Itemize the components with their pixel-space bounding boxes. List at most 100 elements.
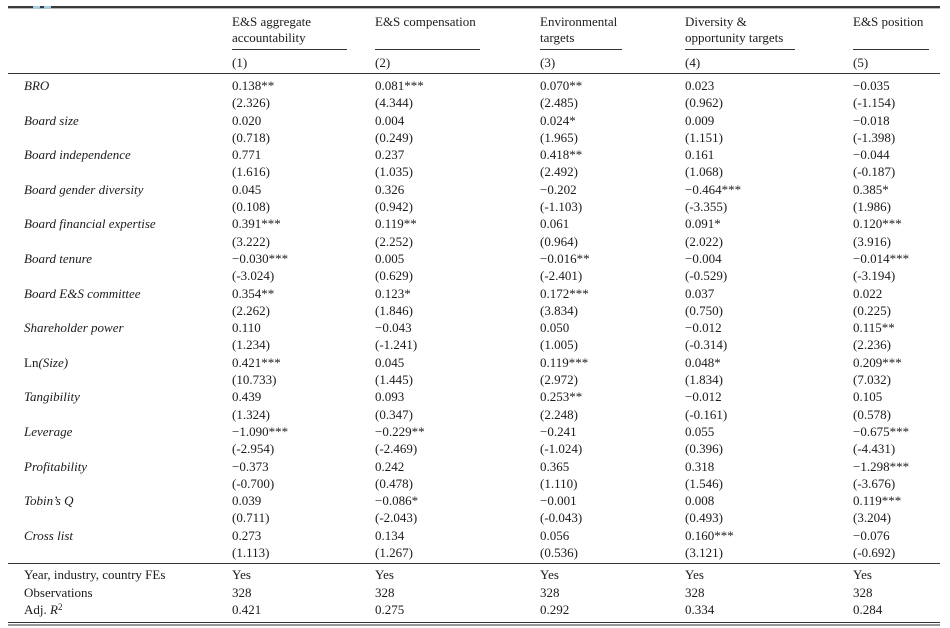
table-footer: Year, industry, country FEs Yes Yes Yes Yes Y… xyxy=(8,564,940,621)
coefficient-cell: −0.675*** xyxy=(853,423,910,439)
coefficient-cell: 0.138** xyxy=(232,78,275,93)
coefficient-cell: 0.091* xyxy=(685,216,721,232)
footer-row: Observations 328 328 328 328 328 xyxy=(8,584,940,601)
footer-value: Yes xyxy=(375,567,394,583)
header-row: E&S aggregate accountability E&S compensat… xyxy=(8,9,940,50)
tstat-cell: (-0.314) xyxy=(685,337,728,353)
coefficient-cell: −1.298*** xyxy=(853,458,910,474)
coefficient-cell: 0.771 xyxy=(232,147,262,163)
coefficient-cell: 0.050 xyxy=(540,320,570,336)
tstat-row: (10.733) (1.445) (2.972) (1.834) (7.032) xyxy=(8,371,940,388)
tstat-cell: (2.236) xyxy=(853,337,891,353)
table-body: BRO 0.138** 0.081*** 0.070** 0.023 −0.035 (2.3… xyxy=(8,74,940,563)
coefficient-cell: −0.241 xyxy=(540,423,577,439)
tstat-cell: (-3.194) xyxy=(853,268,896,284)
column-header-text: E&S position xyxy=(853,14,924,29)
footer-value: Yes xyxy=(540,567,559,583)
row-label-spacer xyxy=(8,336,232,353)
variable-row: Board tenure −0.030*** 0.005 −0.016** −0.004… xyxy=(8,250,940,267)
column-header: Diversity & opportunity targets xyxy=(685,9,853,50)
coefficient-cell: 0.056 xyxy=(540,527,570,543)
coefficient-cell: 0.273 xyxy=(232,527,262,543)
tstat-cell: (-3.676) xyxy=(853,475,896,491)
coefficient-cell: 0.009 xyxy=(685,112,715,128)
row-label-spacer xyxy=(8,371,232,388)
tstat-cell: (0.942) xyxy=(375,199,413,215)
tstat-cell: (3.916) xyxy=(853,233,891,249)
tstat-row: (0.711) (-2.043) (-0.043) (0.493) (3.204) xyxy=(8,509,940,526)
tstat-cell: (-0.187) xyxy=(853,164,896,180)
tstat-cell: (0.396) xyxy=(685,441,723,457)
row-label-spacer xyxy=(8,475,232,492)
row-label: Board independence xyxy=(8,146,232,163)
column-number: (3) xyxy=(540,55,556,70)
label-part: Board size xyxy=(24,112,79,128)
footer-value: Yes xyxy=(685,567,704,583)
footer-value: 328 xyxy=(540,584,560,600)
footer-value: 0.275 xyxy=(375,602,405,618)
label-part: Ln xyxy=(24,354,39,370)
coefficient-cell: 0.045 xyxy=(232,181,262,197)
coefficient-cell: 0.242 xyxy=(375,458,405,474)
label-part: Board gender diversity xyxy=(24,181,144,197)
column-header-underline xyxy=(853,49,929,50)
coefficient-cell: 0.391*** xyxy=(232,216,281,232)
column-header-text: E&S aggregate xyxy=(232,14,312,29)
tstat-cell: (7.032) xyxy=(853,372,891,388)
tstat-cell: (0.536) xyxy=(540,545,578,561)
row-label-spacer xyxy=(8,267,232,284)
tstat-cell: (0.711) xyxy=(232,510,270,526)
tstat-cell: (-0.043) xyxy=(540,510,583,526)
tstat-cell: (2.326) xyxy=(232,95,270,111)
coefficient-cell: 0.119*** xyxy=(540,354,589,370)
coefficient-cell: −0.229** xyxy=(375,423,425,439)
coefficient-cell: 0.123* xyxy=(375,285,411,301)
tstat-cell: (1.616) xyxy=(232,164,270,180)
coefficient-cell: 0.105 xyxy=(853,389,883,405)
coefficient-cell: 0.008 xyxy=(685,493,715,509)
column-header-underline xyxy=(232,49,347,50)
tstat-row: (0.108) (0.942) (-1.103) (-3.355) (1.986) xyxy=(8,198,940,215)
label-part: Board E&S committee xyxy=(24,285,141,301)
footer-value: 0.292 xyxy=(540,602,570,618)
variable-row: Board size 0.020 0.004 0.024* 0.009 −0.018 xyxy=(8,112,940,129)
footer-value: Yes xyxy=(853,567,872,583)
tstat-cell: (1.965) xyxy=(540,129,578,145)
tstat-cell: (1.151) xyxy=(685,129,723,145)
row-label-spacer xyxy=(8,509,232,526)
tstat-cell: (-4.431) xyxy=(853,441,896,457)
coefficient-cell: 0.120*** xyxy=(853,216,902,232)
column-header-underline xyxy=(685,49,795,50)
label-part: Profitability xyxy=(24,458,88,474)
coefficient-cell: 0.048* xyxy=(685,354,721,370)
tstat-row: (1.324) (0.347) (2.248) (-0.161) (0.578) xyxy=(8,406,940,423)
coefficient-cell: −0.035 xyxy=(853,78,890,93)
row-label: Board E&S committee xyxy=(8,285,232,302)
tstat-cell: (2.252) xyxy=(375,233,413,249)
tstat-cell: (2.485) xyxy=(540,95,578,111)
variable-row: Tobin’s Q 0.039 −0.086* −0.001 0.008 0.119*** xyxy=(8,492,940,509)
tstat-cell: (2.248) xyxy=(540,406,578,422)
column-header: Environmental targets xyxy=(540,9,685,50)
numbers-spacer-cell xyxy=(8,55,232,73)
footer-row: Year, industry, country FEs Yes Yes Yes Yes Y… xyxy=(8,566,940,583)
label-part: BRO xyxy=(24,78,50,93)
tstat-cell: (2.972) xyxy=(540,372,578,388)
coefficient-cell: 0.160*** xyxy=(685,527,734,543)
tstat-cell: (0.629) xyxy=(375,268,413,284)
tstat-cell: (3.204) xyxy=(853,510,891,526)
tstat-cell: (-0.700) xyxy=(232,475,275,491)
footer-label: Adj. R2 xyxy=(8,601,232,618)
coefficient-cell: 0.119** xyxy=(375,216,417,232)
column-header-text: accountability xyxy=(232,29,306,45)
tstat-cell: (-2.043) xyxy=(375,510,418,526)
tstat-cell: (1.068) xyxy=(685,164,723,180)
tstat-cell: (-1.024) xyxy=(540,441,583,457)
link-fragment xyxy=(44,6,51,9)
column-header-text: E&S compensation xyxy=(375,14,476,29)
column-header: E&S position xyxy=(853,9,940,50)
column-header-text: Environmental xyxy=(540,14,618,29)
coefficient-cell: 0.119*** xyxy=(853,493,902,509)
coefficient-cell: 0.421*** xyxy=(232,354,281,370)
tstat-cell: (-1.241) xyxy=(375,337,418,353)
